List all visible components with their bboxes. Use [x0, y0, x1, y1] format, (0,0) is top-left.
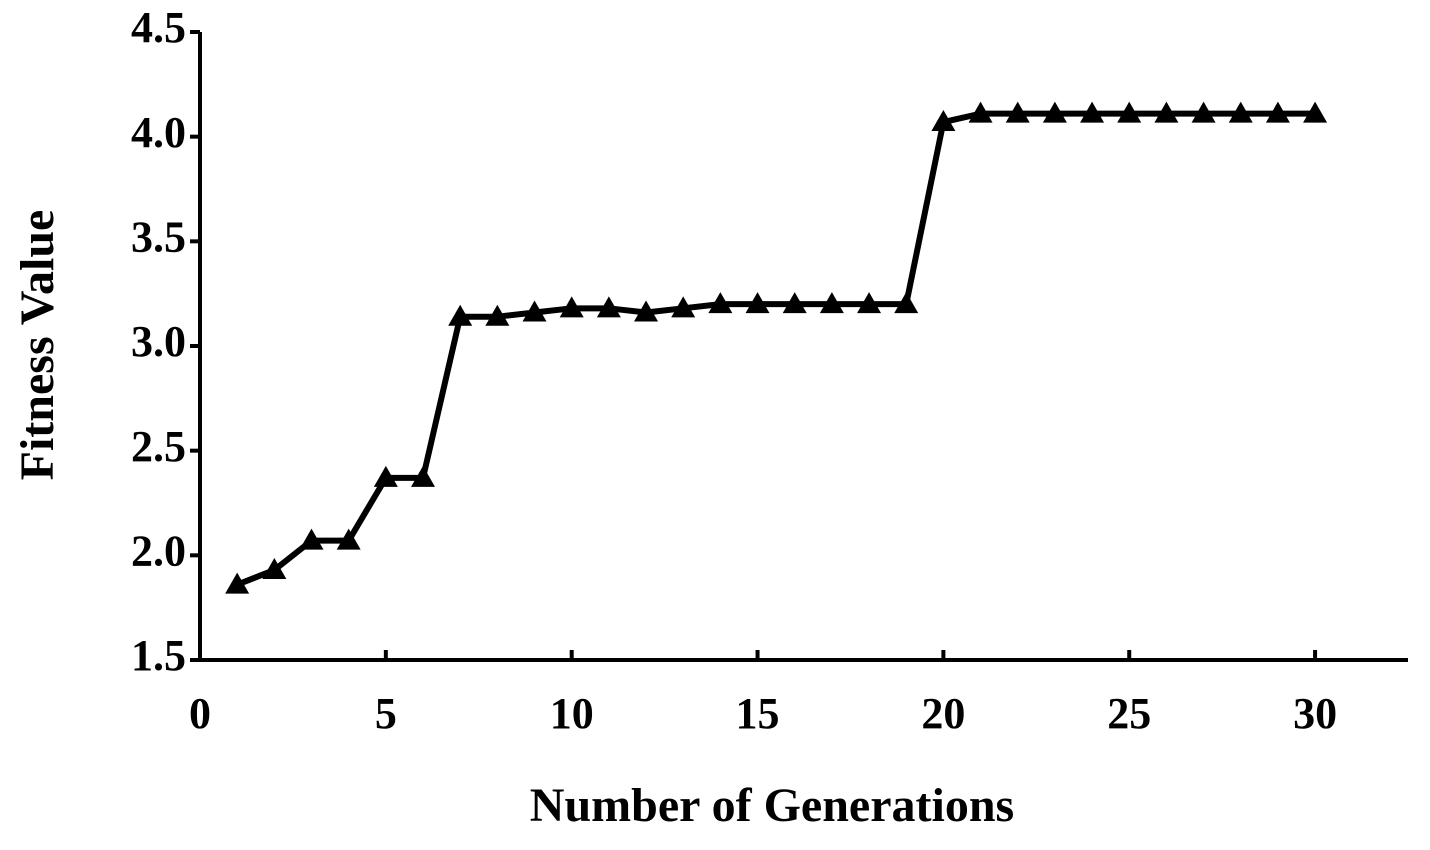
- marker: [1117, 101, 1142, 123]
- x-tick-label: 10: [550, 689, 594, 738]
- marker: [522, 300, 547, 322]
- marker: [336, 528, 361, 550]
- y-tick-label: 2.0: [131, 526, 186, 575]
- x-tick-label: 30: [1293, 689, 1337, 738]
- marker: [819, 292, 844, 314]
- marker: [708, 292, 733, 314]
- y-tick-label: 2.5: [131, 422, 186, 471]
- x-axis-title: Number of Generations: [530, 779, 1014, 832]
- marker: [782, 292, 807, 314]
- marker: [1154, 101, 1179, 123]
- marker: [634, 300, 659, 322]
- y-tick-label: 1.5: [131, 631, 186, 680]
- y-tick-label: 3.5: [131, 212, 186, 261]
- marker: [1080, 101, 1105, 123]
- x-tick-label: 25: [1107, 689, 1151, 738]
- marker: [559, 296, 584, 318]
- x-tick-label: 15: [736, 689, 780, 738]
- marker: [485, 304, 510, 326]
- y-tick-label: 4.5: [131, 3, 186, 52]
- marker: [1191, 101, 1216, 123]
- y-axis-title: Fitness Value: [11, 210, 64, 481]
- marker: [596, 296, 621, 318]
- line: [236, 110, 1316, 588]
- marker: [671, 296, 696, 318]
- marker: [857, 292, 882, 314]
- marker: [299, 528, 324, 550]
- x-tick-label: 0: [189, 689, 211, 738]
- y-tick-label: 3.0: [131, 317, 186, 366]
- marker: [448, 304, 473, 326]
- marker: [411, 465, 436, 487]
- marker: [225, 572, 250, 594]
- marker: [1005, 101, 1030, 123]
- y-tick-label: 4.0: [131, 108, 186, 157]
- marker: [894, 292, 919, 314]
- marker: [968, 101, 993, 123]
- marker: [1042, 101, 1067, 123]
- marker: [262, 557, 287, 579]
- marker: [745, 292, 770, 314]
- marker: [373, 465, 398, 487]
- x-tick-label: 5: [375, 689, 397, 738]
- marker: [1228, 101, 1253, 123]
- x-tick-label: 20: [921, 689, 965, 738]
- marker: [1265, 101, 1290, 123]
- marker: [931, 110, 956, 132]
- marker: [1303, 101, 1328, 123]
